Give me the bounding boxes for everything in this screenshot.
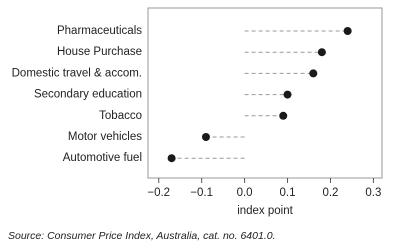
y-tick-label: Automotive fuel: [63, 152, 142, 164]
dot: [279, 111, 288, 120]
x-tick-label: −0.1: [190, 187, 213, 199]
y-tick-label: Domestic travel & accom.: [12, 67, 142, 79]
y-tick-label: Tobacco: [99, 110, 142, 122]
dot: [283, 90, 292, 99]
y-tick-label: Motor vehicles: [68, 131, 142, 143]
x-tick-label: 0.2: [322, 187, 338, 199]
plot-frame: [147, 7, 383, 179]
dot: [343, 27, 352, 35]
dot: [201, 133, 210, 141]
dot: [167, 154, 176, 163]
x-tick-label: −0.2: [147, 187, 170, 199]
x-tick-label: 0.0: [237, 187, 253, 199]
dot: [309, 69, 318, 78]
y-tick-label: House Purchase: [57, 46, 142, 58]
y-tick-label: Secondary education: [34, 89, 142, 101]
source-note: Source: Consumer Price Index, Australia,…: [8, 230, 276, 242]
dot: [317, 48, 326, 57]
x-tick-label: 0.1: [280, 187, 296, 199]
y-tick-label: Pharmaceuticals: [57, 25, 142, 37]
x-axis-label: index point: [237, 205, 293, 217]
x-tick-label: 0.3: [365, 187, 381, 199]
